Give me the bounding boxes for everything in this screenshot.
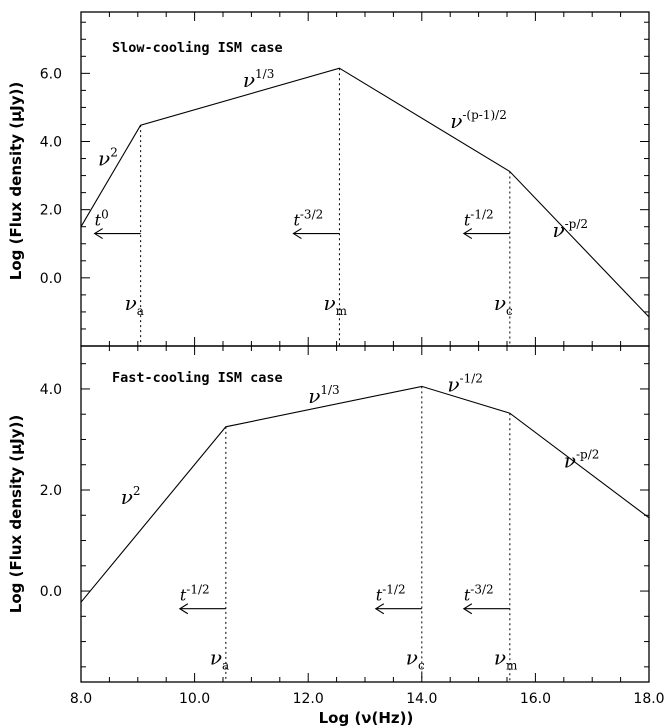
break-c-scaling-label: t-1/2	[464, 208, 494, 230]
spectrum-line	[80, 67, 650, 318]
break-a-arrowhead	[93, 228, 103, 239]
break-m-arrowhead	[462, 603, 473, 615]
segment-slope-label-2: ν-(p-1)/2	[450, 108, 507, 133]
top-panel-frame	[80, 11, 650, 347]
x-tick-label: 16.0	[520, 691, 551, 707]
y-tick-label: 2.0	[40, 483, 62, 499]
segment-slope-label-0: ν2	[121, 484, 141, 509]
slow-cooling-panel: Slow-cooling ISM case 0.02.04.06.0 t0νat…	[40, 11, 650, 347]
y-tick-label: 4.0	[40, 382, 62, 398]
top-labels: t0 νa t-3/2 νm t-1/2 νc ν2 ν1/3 ν-(p-1)/2 ν-p/2	[95, 67, 588, 318]
x-tick-label: 10.0	[179, 691, 210, 707]
nu-m-label: νm	[494, 645, 518, 672]
y-tick-label: 0.0	[40, 271, 62, 287]
top-panel-title: Slow-cooling ISM case	[112, 40, 283, 56]
segment-slope-label-3: ν-p/2	[552, 217, 588, 242]
break-a-scaling-label: t0	[95, 208, 109, 230]
y-tick-label: 2.0	[40, 203, 62, 219]
break-c-arrowhead	[374, 603, 385, 615]
break-m-scaling-label: t-3/2	[464, 583, 494, 605]
bottom-lines	[80, 385, 650, 682]
nu-a-label: νa	[125, 291, 144, 318]
bottom-y-axis-label: Log (Flux density (μJy))	[7, 415, 25, 613]
bottom-labels: t-1/2 νa t-1/2 νc t-3/2 νm ν2 ν1/3 ν-1/2 ν-p/2	[121, 371, 600, 672]
bottom-panel-title: Fast-cooling ISM case	[112, 370, 283, 386]
x-tick-label: 8.0	[70, 691, 92, 707]
bottom-panel-frame	[80, 345, 650, 683]
top-y-ticks: 0.0 2.0 4.0 6.0	[40, 12, 650, 347]
break-a-arrowhead	[178, 603, 189, 615]
break-m-scaling-label: t-3/2	[293, 208, 323, 230]
break-c-scaling-label: t-1/2	[376, 583, 406, 605]
nu-m-label: νm	[323, 291, 347, 318]
bottom-y-ticks: 0.0 2.0 4.0	[40, 346, 650, 682]
x-tick-label: 12.0	[293, 691, 324, 707]
top-y-axis-label: Log (Flux density (μJy))	[7, 82, 25, 280]
y-tick-label: 4.0	[40, 135, 62, 151]
nu-a-label: νa	[210, 645, 229, 672]
segment-slope-label-2: ν-1/2	[447, 371, 483, 396]
segment-slope-label-1: ν1/3	[243, 67, 274, 92]
break-c-arrowhead	[462, 228, 473, 239]
spectrum-line	[80, 385, 650, 603]
x-tick-label: 14.0	[406, 691, 437, 707]
segment-slope-label-1: ν1/3	[308, 383, 339, 408]
segment-slope-label-0: ν2	[98, 145, 118, 170]
x-tick-label: 18.0	[633, 691, 664, 707]
fast-cooling-panel: Fast-cooling ISM case 0.0 2.0 4.0 8.0 10.0 1…	[40, 345, 665, 707]
break-a-scaling-label: t-1/2	[180, 583, 210, 605]
top-lines	[80, 67, 650, 346]
nu-c-label: νc	[406, 645, 425, 672]
y-tick-label: 6.0	[40, 66, 62, 82]
break-m-arrowhead	[292, 228, 302, 239]
y-tick-label: 0.0	[40, 584, 62, 600]
segment-slope-label-3: ν-p/2	[564, 447, 600, 472]
nu-c-label: νc	[494, 291, 513, 318]
x-axis-label: Log (ν(Hz))	[319, 709, 414, 727]
x-ticks: 8.0 10.0 12.0 14.0 16.0 18.0	[70, 691, 665, 707]
